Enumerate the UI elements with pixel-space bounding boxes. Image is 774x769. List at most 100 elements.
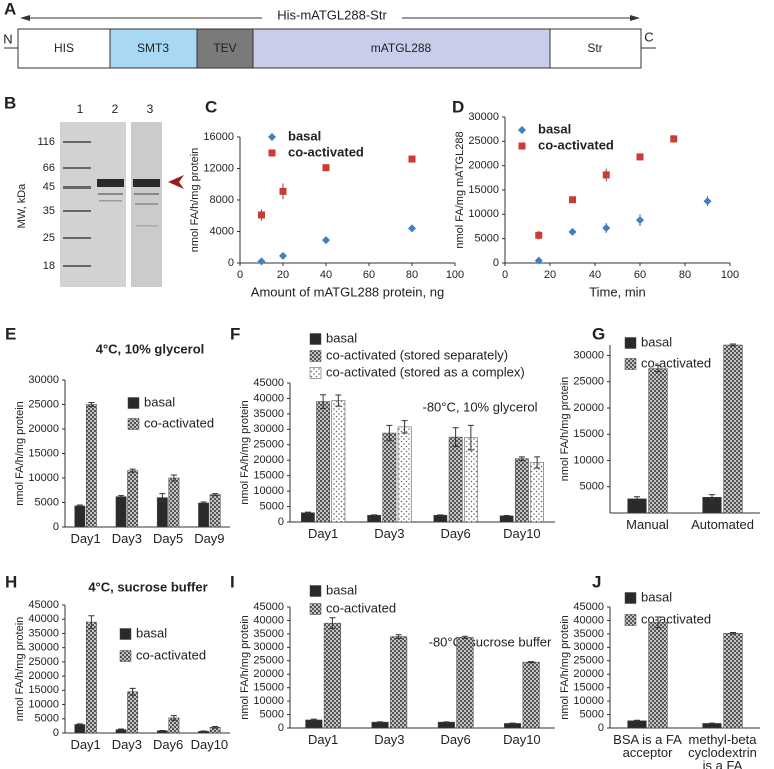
bar (367, 514, 382, 523)
error-bar (655, 364, 661, 373)
y-tick-label: 30000 (28, 642, 59, 654)
x-tick-label: 60 (363, 269, 375, 281)
legend-marker (268, 149, 276, 157)
mw-label: 35 (43, 205, 55, 217)
legend-label: basal (326, 330, 357, 345)
y-axis-label: nmol FA/mg mATGL288 (454, 131, 466, 248)
y-tick-label: 20000 (573, 402, 604, 414)
y-tick-label: 5000 (35, 713, 59, 725)
x-tick-label: 80 (406, 269, 418, 281)
error-bar (310, 718, 317, 722)
data-point (568, 227, 577, 236)
band-arrow (168, 175, 184, 189)
legend-label: co-activated (538, 137, 614, 152)
y-tick-label: 25000 (573, 655, 604, 667)
y-axis-label: nmol FA/h/mg protein (239, 400, 251, 505)
mw-label: 25 (43, 232, 55, 244)
error-bar (304, 511, 311, 514)
x-tick-label-box: Day1 (70, 532, 100, 545)
y-tick-label: 20000 (253, 454, 284, 466)
y-tick-label: 5000 (580, 481, 604, 493)
bar (115, 496, 127, 528)
segment-label: HIS (54, 41, 74, 55)
bar (723, 344, 743, 514)
error-bar (129, 468, 136, 473)
y-tick-label: 0 (598, 722, 604, 734)
x-tick-label-box: BSA is a FA acceptor (613, 733, 682, 759)
y-tick-label: 5000 (260, 500, 284, 512)
x-tick-label: 0 (502, 269, 508, 281)
legend-label: basal (288, 128, 321, 143)
mw-label: 66 (43, 162, 55, 174)
error-bar (159, 493, 166, 503)
legend-label: basal (641, 334, 672, 349)
y-tick-label: 0 (228, 257, 234, 269)
c-terminus: C (644, 29, 653, 44)
data-point (257, 257, 266, 266)
legend-swatch (624, 358, 637, 370)
error-bar (509, 722, 516, 725)
mw-label: 18 (43, 260, 55, 272)
segment-label: TEV (213, 41, 236, 55)
y-tick-label: 0 (278, 516, 284, 528)
y-tick-label: 15000 (573, 682, 604, 694)
y-tick-label: 20000 (28, 423, 59, 435)
error-bar (88, 402, 95, 407)
bar (127, 691, 139, 734)
legend-swatch (127, 397, 140, 409)
x-tick-label: Day3 (374, 527, 405, 541)
panel-label: G (592, 324, 605, 343)
axis-label: MW, kDa (16, 183, 28, 228)
bar (499, 515, 514, 523)
y-tick-label: 20000 (253, 668, 284, 680)
mw-label: 45 (43, 181, 55, 193)
bar (627, 720, 647, 729)
y-tick-label: 5000 (580, 708, 604, 720)
bar (323, 622, 341, 729)
panel-label: F (230, 324, 240, 343)
legend-swatch (309, 333, 322, 345)
data-point (258, 211, 265, 219)
bar (371, 721, 389, 729)
bar (397, 426, 412, 523)
y-axis-label: nmol FA/h/mg protein (189, 148, 201, 253)
error-bar (212, 725, 219, 729)
x-tick-label: 100 (721, 269, 739, 281)
bar (316, 401, 330, 523)
error-bar (129, 687, 136, 696)
annotation: -80°C, sucrose buffer (429, 634, 552, 649)
legend-swatch (624, 337, 637, 349)
y-axis-label: nmol FA/h/mg protein (14, 401, 26, 506)
data-point (408, 155, 416, 163)
y-tick-label: 0 (278, 722, 284, 734)
error-bar (118, 495, 125, 499)
x-tick-label-box: Day3 (112, 738, 142, 751)
legend-swatch (624, 614, 637, 626)
x-tick-label-box: Day1 (308, 527, 338, 540)
legend-swatch (309, 585, 322, 597)
y-tick-label: 20000 (28, 670, 59, 682)
error-bar (395, 634, 402, 639)
error-bar (329, 617, 336, 630)
x-tick-label: 20 (544, 269, 556, 281)
annotation: -80°C, 10% glycerol (422, 399, 537, 414)
bar (522, 661, 540, 729)
x-tick-label-box: Day3 (112, 532, 142, 545)
error-bar (730, 343, 736, 347)
y-tick-label: 30000 (253, 641, 284, 653)
error-bar (467, 424, 474, 451)
error-bar (200, 730, 207, 733)
y-tick-label: 10000 (253, 485, 284, 497)
y-tick-label: 20000 (573, 668, 604, 680)
x-tick-label: Manual (626, 518, 669, 532)
data-point (703, 197, 712, 206)
panel-title: 4°C, sucrose buffer (88, 579, 207, 594)
y-tick-label: 30000 (573, 349, 604, 361)
data-point (322, 164, 330, 172)
error-bar (159, 729, 166, 732)
y-tick-label: 10000 (573, 454, 604, 466)
segment (549, 28, 642, 69)
y-axis-label: nmol FA/h/mg protein (14, 617, 26, 722)
bar (648, 622, 668, 729)
legend-swatch (309, 350, 322, 362)
